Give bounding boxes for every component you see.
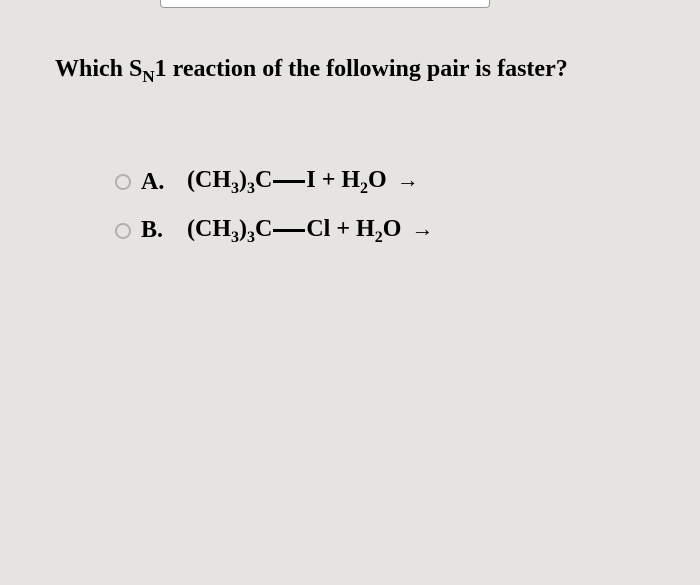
arrow-b: → — [411, 216, 433, 241]
f-b-s2: 3 — [247, 228, 255, 245]
option-label-b: B. — [141, 217, 187, 244]
formula-b: (CH3)3CCl + H2O → — [187, 216, 433, 247]
f-a-p4: + H — [316, 167, 360, 193]
f-b-p3: C — [255, 216, 272, 242]
f-a-p5: O — [368, 167, 393, 193]
f-b-p5: O — [383, 216, 408, 242]
f-a-s3: 2 — [360, 180, 368, 197]
bond-a — [273, 180, 305, 183]
f-b-s1: 3 — [231, 228, 239, 245]
f-b-hal: Cl — [306, 216, 330, 242]
question-prefix: Which S — [55, 56, 142, 82]
f-b-s3: 2 — [375, 228, 383, 245]
radio-b[interactable] — [115, 223, 131, 239]
formula-a: (CH3)3CI + H2O → — [187, 167, 419, 198]
f-a-p3: C — [255, 167, 272, 193]
bond-b — [273, 229, 305, 232]
question-text: Which SN1 reaction of the following pair… — [55, 56, 660, 87]
top-partial-box — [160, 0, 490, 8]
f-b-p4: + H — [330, 216, 374, 242]
f-b-p1: (CH — [187, 216, 231, 242]
option-row-b[interactable]: B. (CH3)3CCl + H2O → — [115, 216, 660, 247]
question-subscript: N — [142, 67, 154, 86]
f-a-p2: ) — [239, 167, 247, 193]
radio-a[interactable] — [115, 174, 131, 190]
f-a-p1: (CH — [187, 167, 231, 193]
option-label-a: A. — [141, 169, 187, 196]
question-suffix: 1 reaction of the following pair is fast… — [155, 56, 568, 82]
arrow-a: → — [397, 167, 419, 192]
f-a-s2: 3 — [247, 180, 255, 197]
f-a-hal: I — [306, 167, 315, 193]
f-b-p2: ) — [239, 216, 247, 242]
option-row-a[interactable]: A. (CH3)3CI + H2O → — [115, 167, 660, 198]
options-container: A. (CH3)3CI + H2O → B. (CH3)3CCl + H2O → — [55, 167, 660, 247]
question-content: Which SN1 reaction of the following pair… — [0, 8, 700, 304]
f-a-s1: 3 — [231, 180, 239, 197]
